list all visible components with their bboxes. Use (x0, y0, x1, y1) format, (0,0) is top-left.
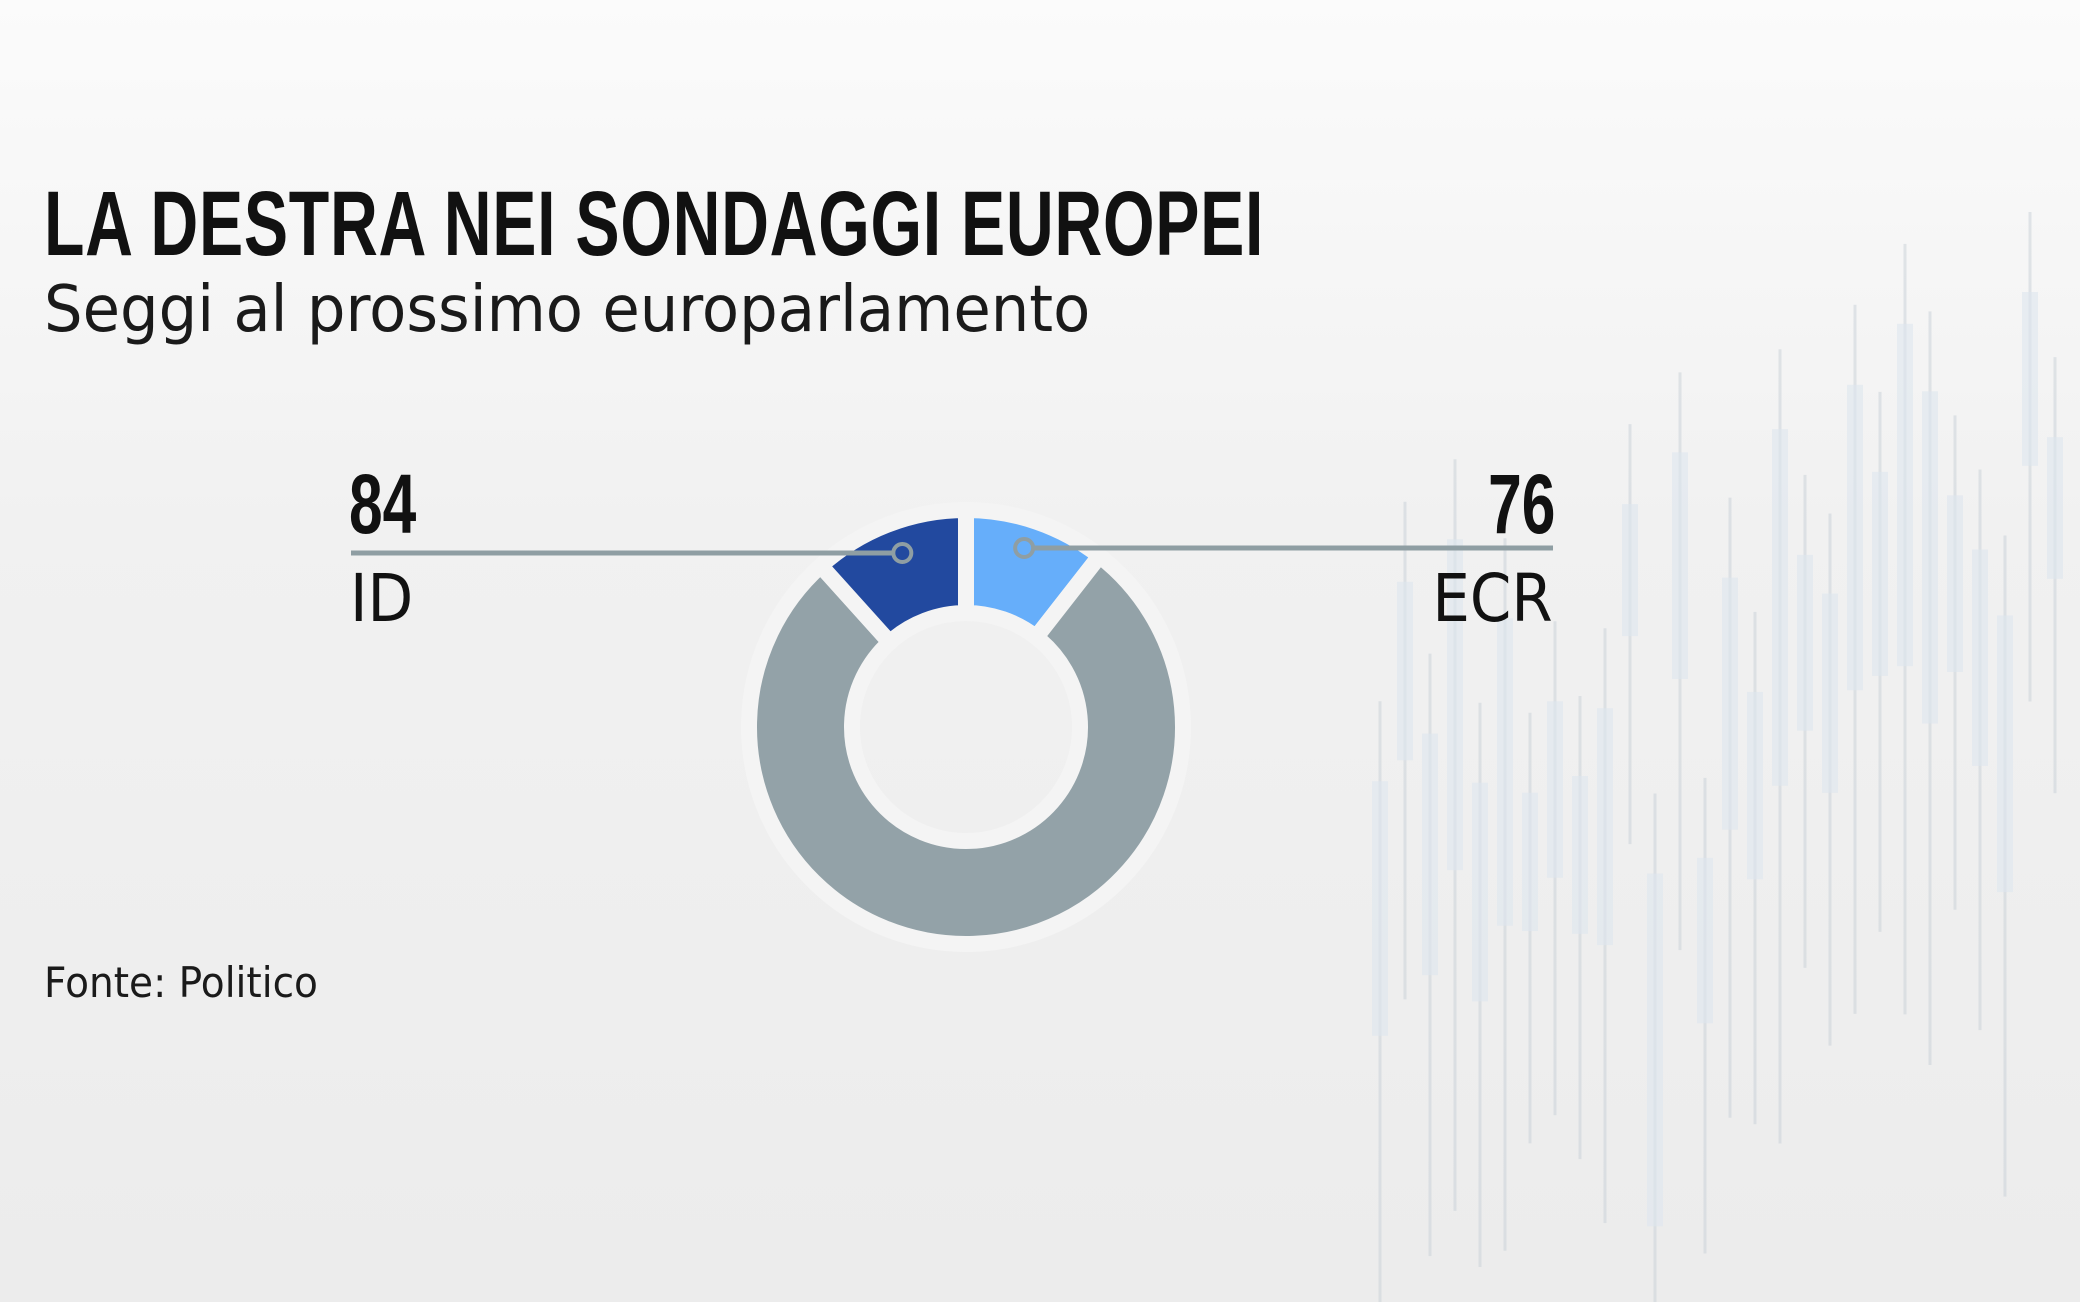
id-value-label: 84 (349, 457, 417, 551)
decor-candle (1872, 471, 1888, 676)
decor-candle (2022, 292, 2038, 466)
chart-subtitle: Seggi al prossimo europarlamento (44, 273, 1091, 347)
decor-candle (1747, 691, 1763, 880)
ecr-value-label: 76 (1487, 457, 1555, 551)
ecr-category-label: ECR (1432, 560, 1553, 637)
id-leader-dot (891, 542, 914, 564)
source-note: Fonte: Politico (44, 958, 318, 1007)
decor-candle (1972, 549, 1988, 766)
decor-candle (1997, 615, 2013, 893)
decor-candle (1822, 593, 1838, 793)
decor-candle (1897, 323, 1913, 667)
donut-slice-id (809, 501, 974, 654)
decor-candle (1622, 504, 1638, 637)
ecr-leader-dot (1013, 537, 1036, 559)
decor-candle (1947, 495, 1963, 673)
decor-candle (1847, 384, 1863, 691)
decor-candle (1672, 452, 1688, 679)
decor-candle (1597, 708, 1613, 946)
decor-candle (1497, 618, 1513, 926)
id-category-label: ID (350, 560, 414, 637)
decor-candle (1697, 857, 1713, 1024)
decor-candle (1472, 782, 1488, 1002)
decor-candle (1447, 539, 1463, 871)
decor-candle (1372, 781, 1388, 1036)
donut-slice-other (741, 544, 1191, 952)
chart-title: LA DESTRA NEI SONDAGGI EUROPEI (44, 173, 1265, 275)
decor-candle (1547, 701, 1563, 878)
decor-candle (1922, 391, 1938, 724)
decor-candle (1522, 792, 1538, 932)
decor-candle (1422, 733, 1438, 976)
decor-candle (1572, 775, 1588, 934)
decor-candle (1797, 554, 1813, 731)
decor-candle (1772, 429, 1788, 786)
decor-candle (1397, 581, 1413, 761)
decor-candle (1722, 577, 1738, 830)
decor-candle (2047, 437, 2063, 579)
decor-candle (1647, 873, 1663, 1227)
